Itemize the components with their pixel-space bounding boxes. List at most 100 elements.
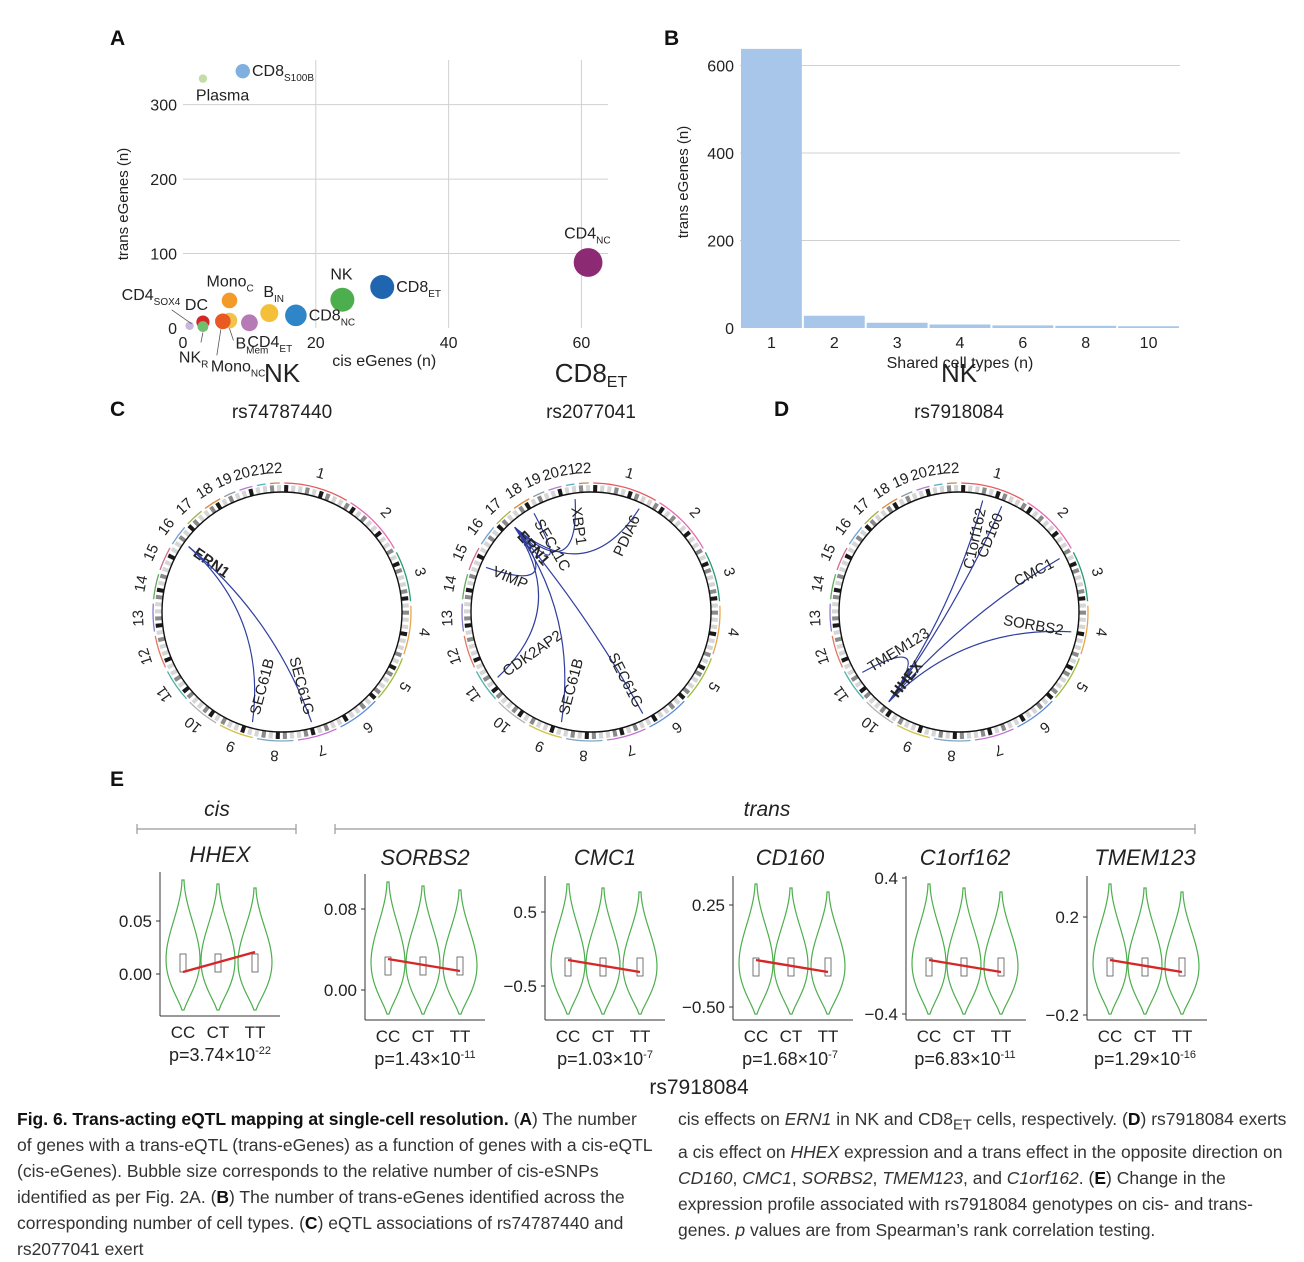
- caption-text: ,: [791, 1167, 802, 1188]
- ideogram-band: [662, 706, 670, 715]
- ideogram-band: [938, 730, 944, 738]
- ideogram-band: [677, 692, 686, 700]
- ideogram-band: [683, 530, 692, 539]
- ideogram-band: [155, 594, 164, 600]
- ideogram-band: [518, 505, 526, 514]
- ideogram-band: [220, 716, 228, 725]
- panel-letter-c: C: [110, 398, 125, 421]
- ideogram-band: [465, 587, 474, 593]
- chromosome-arc: [974, 728, 1014, 741]
- circos-snp: rs2077041: [546, 402, 636, 423]
- figure-caption-left: Fig. 6. Trans-acting eQTL mapping at sin…: [17, 1106, 653, 1262]
- ideogram-band: [155, 602, 163, 607]
- ideogram-band: [396, 574, 405, 581]
- ideogram-band: [625, 725, 632, 734]
- ideogram-band: [593, 485, 598, 493]
- ideogram-band: [388, 663, 397, 671]
- chromosome-arc: [659, 502, 704, 549]
- ideogram-band: [391, 657, 400, 664]
- box-tt: [636, 957, 644, 977]
- ideogram-band: [181, 685, 190, 694]
- box-cc: [752, 957, 760, 977]
- ideogram-band: [500, 696, 509, 705]
- group-label: CC: [556, 1027, 581, 1046]
- chromosome-arc: [864, 510, 879, 525]
- trend-line: [182, 950, 256, 974]
- ideogram-band: [710, 610, 719, 615]
- chromosome-label: 17: [173, 495, 197, 519]
- chromosome-label: 10: [858, 713, 882, 737]
- chromosome-arc: [461, 573, 469, 600]
- y-tick-label: −0.2: [1045, 1006, 1079, 1025]
- ideogram-band: [359, 515, 368, 524]
- x-tick-label: 6: [1018, 335, 1027, 352]
- ideogram-band: [486, 680, 495, 688]
- chromosome-arc: [704, 552, 721, 602]
- ideogram-band: [584, 731, 589, 739]
- y-tick-label: 600: [707, 59, 734, 76]
- chromosome-label: 15: [817, 542, 839, 564]
- chromosome-label: 1: [991, 464, 1004, 483]
- chromosome-label: 21: [926, 461, 945, 480]
- ideogram-band: [342, 502, 350, 511]
- chromosome-arc: [166, 671, 188, 700]
- gene-title-c1orf162: C1orf162: [920, 845, 1011, 870]
- chromosome-arc: [916, 485, 930, 491]
- ideogram-band: [932, 487, 938, 495]
- ideogram-band: [512, 509, 520, 518]
- p-value-sorbs2: p=1.43×10-11: [374, 1049, 475, 1069]
- ideogram-band: [401, 596, 409, 601]
- ideogram-band: [620, 488, 626, 497]
- bubble-cd8-nc: [285, 304, 307, 327]
- gene-label-sec61g: SEC61G: [285, 655, 317, 717]
- y-tick-label: 0.00: [119, 965, 152, 984]
- ideogram-band: [196, 700, 205, 709]
- ideogram-band: [1006, 720, 1014, 729]
- ideogram-band: [1073, 574, 1082, 581]
- chromosome-label: 11: [153, 683, 176, 705]
- ideogram-band: [470, 566, 479, 573]
- x-tick-label: 1: [767, 335, 776, 352]
- group-label: CC: [376, 1027, 401, 1046]
- ideogram-band: [678, 525, 687, 533]
- violin-tt: [237, 887, 273, 1011]
- ideogram-band: [966, 731, 972, 739]
- bubble-label: CD8S100B: [252, 63, 314, 84]
- chromosome-label: 7: [992, 741, 1005, 760]
- ideogram-band: [650, 714, 658, 723]
- chromosome-label: 15: [140, 542, 162, 564]
- ideogram-band: [479, 668, 488, 676]
- box-tt: [997, 957, 1005, 977]
- ideogram-band: [157, 636, 166, 643]
- ideogram-band: [1035, 701, 1044, 710]
- ideogram-band: [241, 490, 248, 499]
- ideogram-band: [336, 499, 344, 508]
- chromosome-label: 7: [315, 741, 328, 760]
- ideogram-band: [269, 485, 275, 493]
- box-tt: [1178, 957, 1186, 977]
- ideogram-band: [1001, 493, 1008, 502]
- ideogram-band: [186, 691, 195, 699]
- p-value-tmem123: p=1.29×10-16: [1094, 1049, 1196, 1069]
- ideogram-band: [833, 587, 842, 593]
- caption-letter: E: [1094, 1167, 1107, 1188]
- ideogram-band: [832, 602, 840, 607]
- bubble-label: CD8NC: [309, 307, 355, 328]
- gene-title-sorbs2: SORBS2: [380, 845, 469, 870]
- group-label: TT: [630, 1027, 651, 1046]
- gene-title-cd160: CD160: [756, 845, 825, 870]
- caption-gene: C1orf162: [1006, 1167, 1079, 1188]
- caption-letter: C: [304, 1213, 318, 1233]
- ideogram-band: [673, 519, 682, 528]
- chromosome-arc: [593, 482, 657, 501]
- ideogram-band: [309, 727, 316, 736]
- ideogram-band: [833, 629, 841, 636]
- ideogram-band: [945, 731, 951, 739]
- ideogram-band: [468, 643, 477, 650]
- chromosome-label: 3: [1087, 566, 1106, 579]
- ideogram-band: [254, 729, 260, 737]
- leader-line: [200, 332, 204, 343]
- ideogram-band: [1031, 510, 1039, 519]
- ideogram-band: [284, 485, 289, 493]
- caption-text: expression and a trans effect in the opp…: [839, 1141, 1283, 1162]
